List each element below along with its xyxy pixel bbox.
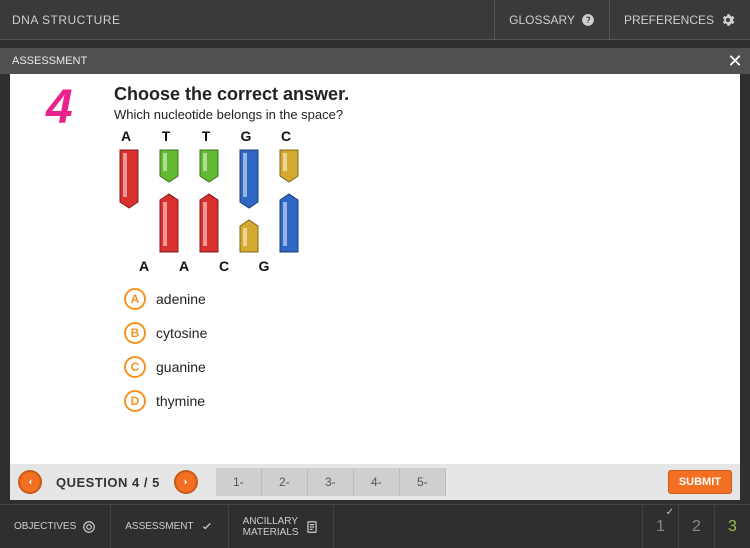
submit-button[interactable]: SUBMIT [668, 470, 732, 494]
nucleotide-label: T [156, 128, 176, 144]
option-letter: C [124, 356, 146, 378]
assessment-button[interactable]: ASSESSMENT [111, 505, 228, 548]
answer-option[interactable]: Bcytosine [124, 322, 724, 344]
page-number[interactable]: 3 [714, 505, 750, 548]
target-icon [82, 520, 96, 534]
question-tabs: 1-2-3-4-5- [216, 468, 446, 496]
page-number[interactable]: 1✓ [642, 505, 678, 548]
answer-option[interactable]: Cguanine [124, 356, 724, 378]
document-icon [305, 520, 319, 534]
question-panel: 4 Choose the correct answer. Which nucle… [10, 74, 740, 464]
assessment-label: ASSESSMENT [12, 55, 87, 67]
nucleotide-label: A [134, 258, 154, 274]
option-letter: D [124, 390, 146, 412]
answer-option[interactable]: Aadenine [124, 288, 724, 310]
glossary-label: GLOSSARY [509, 13, 575, 27]
question-counter: QUESTION 4 / 5 [56, 475, 160, 490]
preferences-button[interactable]: PREFERENCES [609, 0, 750, 40]
next-button[interactable] [174, 470, 198, 494]
nucleotide-label: G [254, 258, 274, 274]
chevron-left-icon [25, 477, 35, 487]
objectives-label: OBJECTIVES [14, 521, 76, 532]
answer-option[interactable]: Dthymine [124, 390, 724, 412]
footer-bar: OBJECTIVES ASSESSMENT ANCILLARY MATERIAL… [0, 504, 750, 548]
option-text: thymine [156, 393, 205, 409]
page-number[interactable]: 2 [678, 505, 714, 548]
preferences-label: PREFERENCES [624, 13, 714, 27]
nucleotide-label: T [196, 128, 216, 144]
assessment-footer-label: ASSESSMENT [125, 521, 193, 532]
chevron-right-icon [181, 477, 191, 487]
nucleotide-label: A [116, 128, 136, 144]
check-icon [200, 520, 214, 534]
question-tab[interactable]: 3- [308, 468, 354, 496]
nucleotide-label: G [236, 128, 256, 144]
nucleotide-label: A [174, 258, 194, 274]
ancillary-button[interactable]: ANCILLARY MATERIALS [229, 505, 334, 548]
nucleotide-label: C [276, 128, 296, 144]
close-button[interactable]: ✕ [720, 51, 750, 72]
page-check-icon: ✓ [666, 507, 674, 518]
answer-options: Aadenine Bcytosine Cguanine Dthymine [124, 288, 724, 412]
objectives-button[interactable]: OBJECTIVES [0, 505, 111, 548]
top-bar: DNA STRUCTURE GLOSSARY PREFERENCES [0, 0, 750, 40]
question-navbar: QUESTION 4 / 5 1-2-3-4-5- SUBMIT [10, 464, 740, 500]
option-text: cytosine [156, 325, 207, 341]
question-prompt: Choose the correct answer. [114, 84, 724, 105]
dna-diagram: A T T G C A A C G [116, 128, 724, 274]
question-tab[interactable]: 4- [354, 468, 400, 496]
option-letter: B [124, 322, 146, 344]
assessment-bar: ASSESSMENT ✕ [0, 48, 750, 74]
option-text: guanine [156, 359, 206, 375]
app-title: DNA STRUCTURE [0, 13, 494, 27]
gear-icon [720, 12, 736, 28]
glossary-button[interactable]: GLOSSARY [494, 0, 609, 40]
option-text: adenine [156, 291, 206, 307]
question-tab[interactable]: 1- [216, 468, 262, 496]
ancillary-label-1: ANCILLARY [243, 516, 299, 527]
glossary-icon [581, 13, 595, 27]
prev-button[interactable] [18, 470, 42, 494]
question-tab[interactable]: 5- [400, 468, 446, 496]
question-subtext: Which nucleotide belongs in the space? [114, 107, 724, 122]
option-letter: A [124, 288, 146, 310]
nucleotide-label: C [214, 258, 234, 274]
question-number: 4 [46, 80, 73, 135]
question-tab[interactable]: 2- [262, 468, 308, 496]
ancillary-label-2: MATERIALS [243, 527, 299, 538]
